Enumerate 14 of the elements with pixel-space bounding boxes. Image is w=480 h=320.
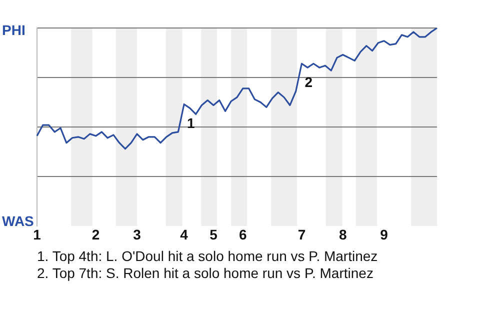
x-tick-label: 3 bbox=[133, 226, 142, 242]
x-tick-label: 2 bbox=[92, 226, 100, 242]
x-tick-label: 9 bbox=[380, 226, 388, 242]
x-tick-label: 7 bbox=[298, 226, 306, 242]
text: PHI bbox=[2, 22, 26, 38]
x-tick-label: 6 bbox=[238, 226, 247, 242]
annotation: 2 bbox=[304, 74, 313, 90]
text: WAS bbox=[2, 212, 34, 229]
x-tick-label: 1 bbox=[33, 226, 42, 242]
text: 1. Top 4th: L. O'Doul hit a solo home run vs P. Martinez bbox=[37, 248, 379, 265]
x-tick-label: 5 bbox=[210, 226, 218, 242]
x-tick-label: 4 bbox=[180, 226, 188, 242]
text: 2. Top 7th: S. Rolen hit a solo home run vs P. Martinez bbox=[37, 265, 374, 282]
x-tick-label: 8 bbox=[338, 226, 347, 242]
